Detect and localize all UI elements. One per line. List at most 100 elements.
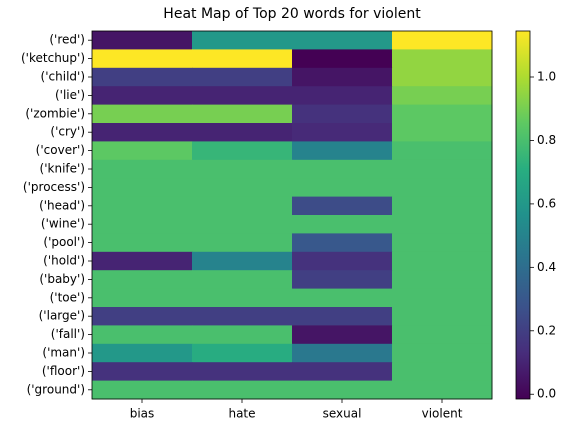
heat-cell (192, 123, 293, 142)
heat-cell (392, 196, 493, 216)
heat-cell (92, 67, 193, 87)
colorbar-tick-label: 0.2 (537, 323, 556, 337)
heat-cell (92, 31, 193, 50)
x-tick-label: violent (422, 407, 463, 421)
chart-title: Heat Map of Top 20 words for violent (163, 6, 421, 22)
heat-cell (92, 325, 193, 345)
heat-cell (192, 141, 293, 161)
y-tick-label: ('ground') (27, 382, 85, 396)
heat-cell (292, 178, 393, 198)
colorbar-tick-label: 0.8 (537, 133, 556, 147)
heat-cell (392, 49, 493, 69)
heat-cell (292, 288, 393, 308)
heat-cell (292, 362, 393, 382)
heat-cell (392, 325, 493, 345)
heat-cell (192, 104, 293, 124)
heat-cell (92, 159, 193, 179)
y-tick-label: ('baby') (39, 272, 85, 286)
heat-cell (392, 270, 493, 290)
y-tick-label: ('large') (39, 309, 85, 323)
heat-cell (92, 307, 193, 326)
heat-cell (292, 49, 393, 69)
heat-cell (292, 196, 393, 216)
heat-cell (92, 233, 193, 253)
heat-cell (92, 104, 193, 124)
heat-cell (392, 233, 493, 253)
y-tick-label: ('head') (39, 198, 85, 212)
heat-cell (192, 251, 293, 271)
y-tick-label: ('process') (23, 180, 85, 194)
heat-cell (192, 31, 293, 50)
x-tick-label: bias (130, 407, 155, 421)
heat-cell (392, 362, 493, 382)
plot-frame (91, 30, 493, 400)
y-tick-label: ('knife') (40, 162, 85, 176)
heat-cell (392, 159, 493, 179)
heat-cell (292, 380, 393, 400)
heat-cell (92, 49, 193, 69)
heat-cell (192, 307, 293, 326)
heat-cell (292, 270, 393, 290)
heat-cell (92, 270, 193, 290)
heat-cell (392, 104, 493, 124)
y-tick-label: ('ketchup') (21, 51, 85, 65)
heat-cell (92, 251, 193, 271)
heat-cell (92, 178, 193, 198)
heat-cell (392, 123, 493, 142)
colorbar-tick-label: 0.0 (537, 387, 556, 401)
heat-cell (92, 343, 193, 363)
x-tick-label: hate (228, 407, 255, 421)
heat-cell (192, 288, 293, 308)
heat-cell (192, 178, 293, 198)
y-tick-label: ('pool') (43, 235, 85, 249)
heat-cell (292, 343, 393, 363)
heat-cell (292, 325, 393, 345)
y-tick-label: ('wine') (41, 217, 85, 231)
heat-cell (192, 270, 293, 290)
heat-cell (192, 380, 293, 400)
y-tick-label: ('hold') (43, 254, 85, 268)
heat-cell (192, 233, 293, 253)
heat-cell (292, 67, 393, 87)
y-tick-label: ('zombie') (25, 106, 85, 120)
heat-cell (392, 288, 493, 308)
heat-cell (392, 380, 493, 400)
heat-cell (292, 86, 393, 106)
heat-cell (192, 67, 293, 87)
x-tick-label: sexual (323, 407, 362, 421)
heat-cell (192, 215, 293, 234)
heat-cell (392, 67, 493, 87)
colorbar-tick-label: 0.6 (537, 196, 556, 210)
heat-cell (392, 251, 493, 271)
colorbar-tick-label: 1.0 (537, 70, 556, 84)
heat-cell (392, 343, 493, 363)
heat-cell (92, 86, 193, 106)
heat-cell (92, 196, 193, 216)
heat-cell (292, 233, 393, 253)
heat-cell (192, 343, 293, 363)
heat-cell (192, 196, 293, 216)
heat-cell (292, 307, 393, 326)
heat-cell (392, 178, 493, 198)
heat-cell (192, 49, 293, 69)
heat-cell (292, 159, 393, 179)
y-tick-label: ('cover') (36, 143, 85, 157)
heat-cell (92, 215, 193, 234)
y-tick-label: ('cry') (50, 125, 85, 139)
heat-cell (92, 288, 193, 308)
heat-cell (92, 362, 193, 382)
heat-cell (292, 141, 393, 161)
heat-cell (92, 141, 193, 161)
heat-cell (192, 362, 293, 382)
y-tick-label: ('child') (41, 70, 85, 84)
heat-cell (92, 123, 193, 142)
heat-cell (92, 380, 193, 400)
y-tick-label: ('toe') (50, 290, 85, 304)
y-tick-label: ('red') (49, 33, 85, 47)
y-tick-label: ('man') (42, 346, 85, 360)
heat-cell (392, 86, 493, 106)
heat-cell (292, 215, 393, 234)
heat-cell (292, 123, 393, 142)
heat-cell (392, 215, 493, 234)
